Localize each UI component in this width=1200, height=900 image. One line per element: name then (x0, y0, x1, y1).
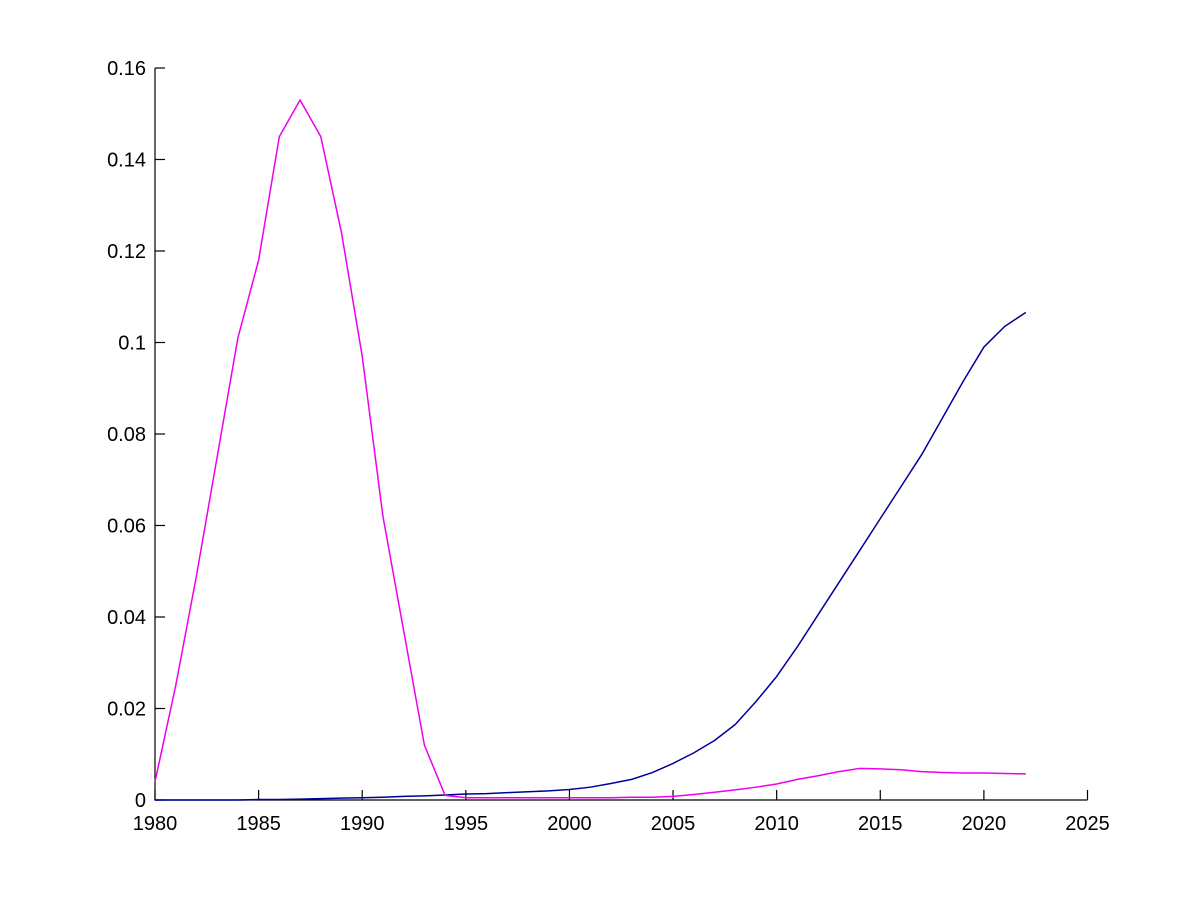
y-tick-label: 0 (135, 790, 146, 812)
y-tick-label: 0.12 (107, 241, 146, 263)
y-tick-label: 0.02 (107, 699, 146, 721)
x-tick-label: 2025 (1065, 813, 1110, 835)
y-tick-label: 0.16 (107, 58, 146, 80)
y-tick-label: 0.1 (118, 333, 146, 355)
x-tick-label: 2015 (858, 813, 903, 835)
series-navy-line (154, 312, 1027, 801)
y-tick-label: 0.06 (107, 516, 146, 538)
x-tick-label: 1985 (236, 813, 281, 835)
y-tick-label: 0.14 (107, 150, 146, 172)
x-tick-label: 2010 (754, 813, 799, 835)
x-tick-label: 2005 (651, 813, 696, 835)
x-tick-label: 2000 (547, 813, 592, 835)
x-tick-label: 1990 (340, 813, 385, 835)
x-tick-label: 1980 (133, 813, 178, 835)
y-tick-label: 0.04 (107, 607, 146, 629)
y-tick-label: 0.08 (107, 424, 146, 446)
x-tick-label: 1995 (444, 813, 489, 835)
series-magenta-line (154, 99, 1027, 799)
x-tick-label: 2020 (962, 813, 1007, 835)
